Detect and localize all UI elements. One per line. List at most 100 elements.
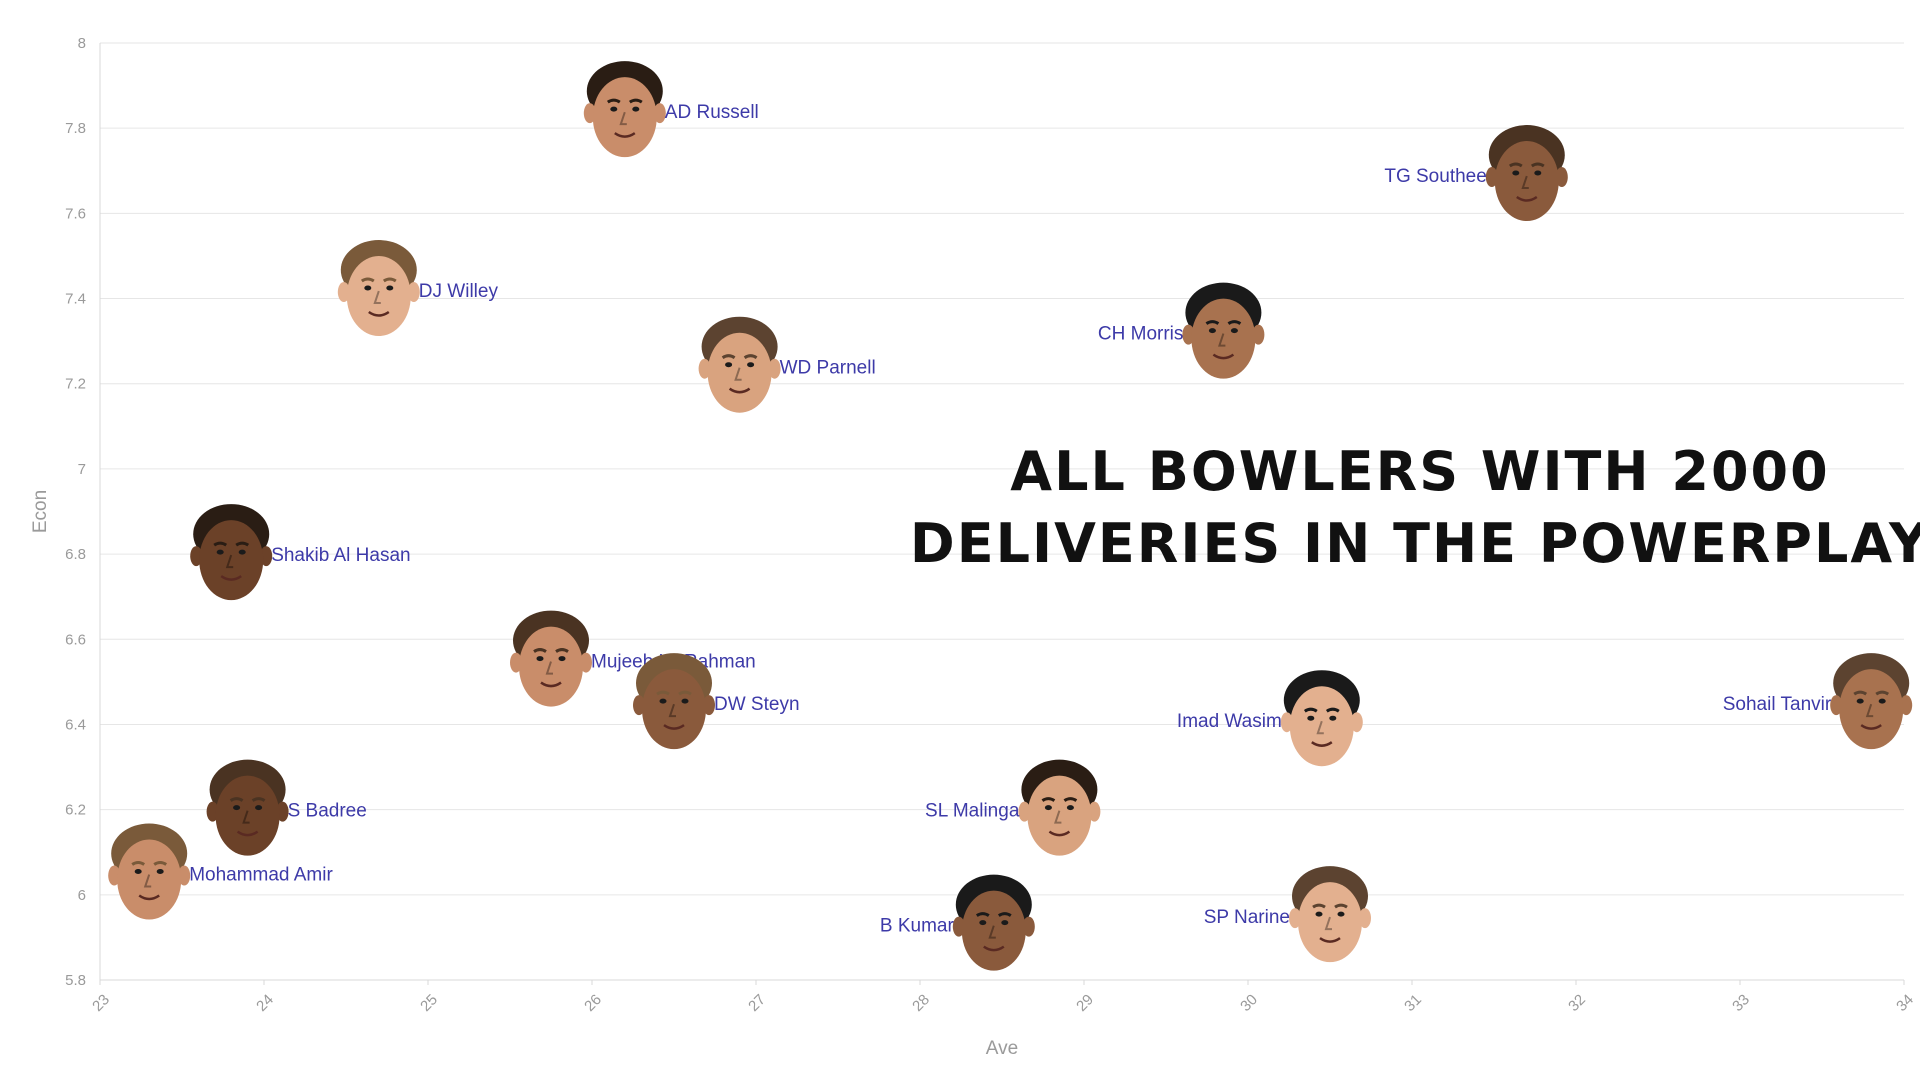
player-eye	[233, 805, 241, 811]
player-brow	[555, 648, 569, 653]
player-ear	[407, 282, 420, 303]
data-point: DW Steyn	[633, 653, 800, 750]
player-ear	[276, 801, 289, 822]
player-ear	[653, 103, 666, 124]
x-tick-label: 31	[1401, 991, 1425, 1015]
point-label: DW Steyn	[714, 694, 800, 715]
player-brow	[131, 861, 146, 866]
player-eye	[558, 656, 566, 662]
player-mouth	[728, 387, 751, 394]
x-tick-label: 30	[1237, 991, 1261, 1015]
y-tick-label: 6.8	[65, 546, 86, 563]
point-label: Shakib Al Hasan	[271, 545, 410, 566]
player-ear	[1252, 324, 1265, 345]
y-tick-label: 7.6	[65, 205, 86, 222]
y-tick-label: 8	[78, 35, 86, 52]
player-brow	[1508, 162, 1523, 168]
player-face	[961, 890, 1026, 971]
chart-title: ALL BOWLERS WITH 2000 DELIVERIES IN THE …	[910, 440, 1920, 575]
player-brow	[533, 648, 547, 653]
player-eye	[386, 285, 394, 291]
data-point: SP Narine	[1204, 866, 1371, 963]
player-mouth	[1516, 195, 1538, 202]
player-mouth	[540, 681, 562, 688]
player-brow	[229, 797, 244, 802]
player-eye	[216, 549, 224, 555]
data-point: Imad Wasim	[1177, 670, 1363, 767]
x-tick-label: 24	[253, 991, 277, 1015]
player-mouth	[368, 310, 390, 317]
player-eye	[1856, 698, 1864, 704]
player-ear	[952, 916, 965, 937]
player-eye	[1878, 698, 1886, 704]
data-point: TG Southee	[1384, 125, 1568, 222]
player-face	[1839, 669, 1904, 750]
player-eye	[1066, 805, 1074, 811]
player-face	[199, 520, 264, 601]
player-ear	[108, 865, 121, 886]
player-eye	[1337, 911, 1345, 917]
player-eye	[681, 698, 689, 704]
player-ear	[1830, 695, 1843, 716]
player-brow	[1041, 797, 1056, 802]
y-tick-label: 5.8	[65, 972, 86, 989]
y-tick-label: 7.2	[65, 376, 86, 393]
player-ear	[510, 652, 522, 673]
player-ear	[1088, 801, 1101, 822]
player-face	[1298, 882, 1362, 963]
player-ear	[1350, 712, 1363, 733]
player-nose	[242, 810, 250, 824]
player-brow	[1303, 707, 1318, 713]
player-nose	[619, 111, 627, 126]
player-eye	[1001, 920, 1009, 926]
player-brow	[1530, 162, 1545, 168]
player-eye	[725, 362, 733, 368]
x-tick-label: 25	[417, 991, 441, 1015]
player-face	[707, 332, 772, 413]
player-eye	[632, 106, 640, 112]
player-ear	[1022, 916, 1035, 937]
data-point: Shakib Al Hasan	[190, 504, 411, 601]
player-brow	[628, 98, 643, 104]
y-tick-label: 6.4	[65, 716, 86, 733]
player-brow	[153, 861, 168, 866]
player-brow	[360, 277, 375, 283]
data-point: AD Russell	[583, 61, 759, 158]
player-face	[592, 77, 657, 158]
player-brow	[678, 690, 692, 696]
player-eye	[1512, 170, 1520, 176]
player-brow	[656, 690, 670, 696]
player-ear	[178, 865, 191, 886]
player-brow	[235, 541, 250, 547]
grid-layer	[99, 42, 1904, 981]
player-nose	[1324, 916, 1332, 931]
x-tick-label: 27	[745, 991, 769, 1015]
player-mouth	[614, 132, 636, 138]
point-label: B Kumar	[880, 916, 955, 937]
y-tick-label: 7	[78, 461, 86, 478]
data-point: DJ Willey	[337, 240, 498, 337]
player-ear	[1018, 801, 1031, 822]
player-face	[642, 669, 706, 750]
player-nose	[668, 703, 676, 718]
player-mouth	[1319, 937, 1341, 943]
player-brow	[1853, 690, 1868, 696]
player-ear	[1182, 324, 1195, 345]
x-tick-label: 26	[581, 991, 605, 1015]
player-nose	[1521, 175, 1529, 190]
player-mouth	[138, 894, 160, 901]
x-tick-label: 28	[909, 991, 933, 1015]
player-ear	[1485, 167, 1498, 188]
player-eye	[1307, 715, 1315, 721]
player-eye	[364, 285, 372, 291]
point-label: SP Narine	[1204, 907, 1290, 928]
player-brow	[721, 354, 736, 359]
player-face	[117, 839, 182, 920]
player-mouth	[220, 575, 242, 581]
player-nose	[143, 874, 152, 888]
player-face	[346, 256, 411, 337]
player-face	[1191, 298, 1256, 379]
player-mouth	[236, 830, 259, 837]
player-eye	[1534, 170, 1542, 176]
